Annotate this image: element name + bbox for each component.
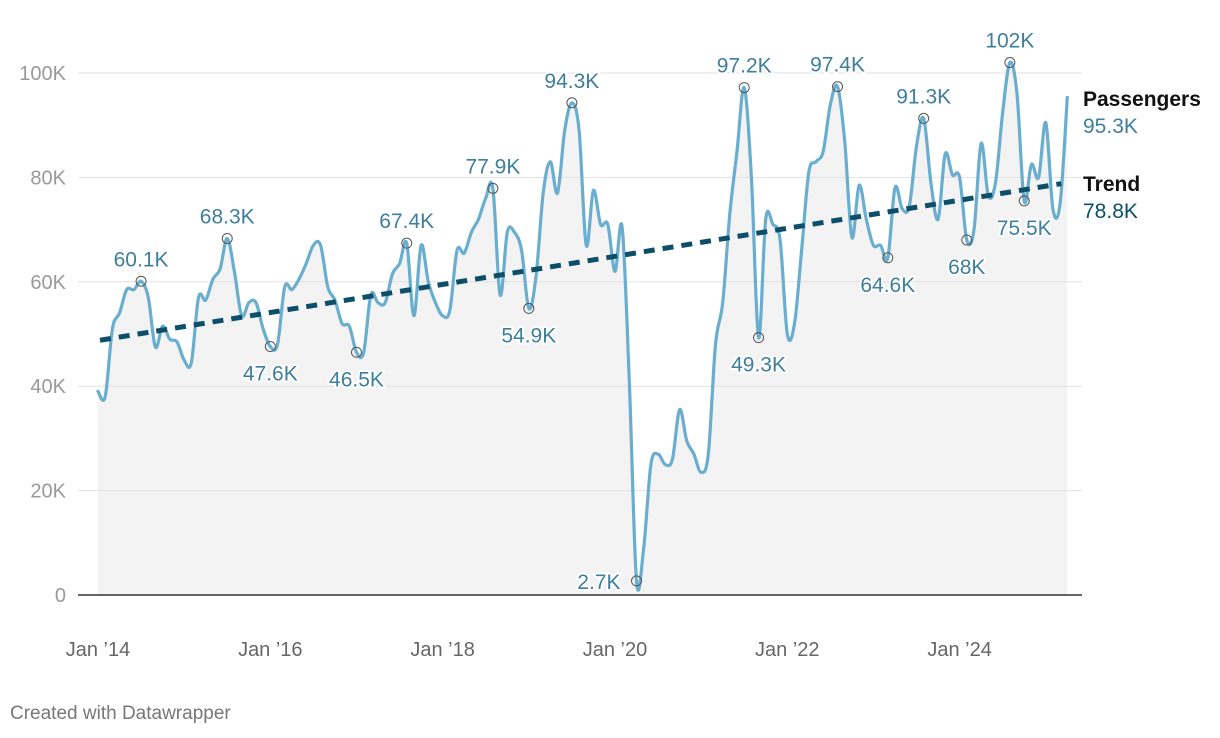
passengers-area — [98, 62, 1068, 595]
data-label: 47.6K — [243, 363, 298, 386]
grid-group — [78, 72, 1082, 596]
annotation-marker — [221, 232, 233, 244]
y-tick-label: 0 — [55, 585, 66, 607]
y-tick-label: 80K — [30, 167, 66, 189]
series-lines-group — [96, 60, 1069, 592]
data-label: 46.5K — [329, 368, 384, 391]
data-label: 94.3K — [544, 70, 599, 93]
annotation-marker — [135, 275, 147, 287]
y-axis-group: 0 20K 40K 60K 80K 100K — [19, 63, 66, 607]
annotation-marker — [738, 82, 750, 94]
data-label: 75.5K — [997, 217, 1052, 240]
data-label: 77.9K — [465, 155, 520, 178]
annotation-marker — [1004, 57, 1016, 69]
annotation-marker — [631, 575, 642, 587]
y-tick-label: 60K — [30, 272, 66, 294]
annotation-marker — [832, 81, 844, 93]
data-label: 102K — [985, 30, 1034, 53]
x-tick-label: Jan ’18 — [410, 639, 475, 661]
footer-credit: Created with Datawrapper — [10, 703, 231, 724]
annotation-marker — [882, 252, 894, 264]
x-tick-label: Jan ’16 — [238, 639, 303, 661]
x-tick-label: Jan ’14 — [66, 639, 131, 661]
annotation-markers-group — [135, 57, 1030, 587]
series-name-label: Passengers — [1083, 88, 1201, 111]
annotation-marker — [961, 234, 973, 246]
annotation-marker — [753, 332, 765, 344]
y-tick-label: 100K — [19, 63, 66, 85]
annotation-marker — [1018, 195, 1030, 207]
data-label: 97.2K — [717, 55, 772, 78]
series-value-label: 78.8K — [1083, 200, 1138, 223]
data-label: 60.1K — [114, 248, 169, 271]
trend-line — [99, 181, 1062, 343]
y-tick-label: 40K — [30, 376, 66, 398]
data-label: 68K — [948, 256, 985, 279]
x-tick-label: Jan ’20 — [583, 639, 648, 661]
data-label: 67.4K — [379, 210, 434, 233]
area-fill-group — [98, 62, 1068, 595]
series-name-label: Trend — [1083, 173, 1140, 196]
annotation-labels-group: 60.1K 68.3K 47.6K 46.5K 67.4K 77.9K 54.9K 94.3K… — [112, 28, 1054, 596]
data-label: 49.3K — [731, 354, 786, 377]
annotation-marker — [350, 346, 362, 358]
x-axis-group: Jan ’14 Jan ’16 Jan ’18 Jan ’20 Jan ’22 Jan ’… — [66, 639, 992, 661]
x-tick-label: Jan ’24 — [927, 639, 992, 661]
x-tick-label: Jan ’22 — [755, 639, 820, 661]
annotation-marker — [566, 97, 578, 109]
y-tick-label: 20K — [30, 481, 66, 503]
annotation-marker — [918, 112, 930, 124]
series-value-label: 95.3K — [1083, 115, 1138, 138]
data-label: 54.9K — [501, 324, 556, 347]
data-label: 2.7K — [577, 571, 620, 594]
data-label: 97.4K — [810, 54, 865, 77]
data-label: 64.6K — [860, 274, 915, 297]
annotation-marker — [523, 302, 535, 314]
annotation-marker — [264, 341, 276, 353]
chart-container: 0 20K 40K 60K 80K 100K Jan ’14 Jan ’16 Jan ’18 J… — [19, 28, 1201, 661]
data-label: 68.3K — [200, 205, 255, 228]
end-labels-group: Passengers 95.3K Trend 78.8K — [1083, 88, 1201, 223]
annotation-marker — [487, 182, 499, 194]
data-label: 91.3K — [896, 85, 951, 108]
annotation-marker — [401, 237, 413, 249]
